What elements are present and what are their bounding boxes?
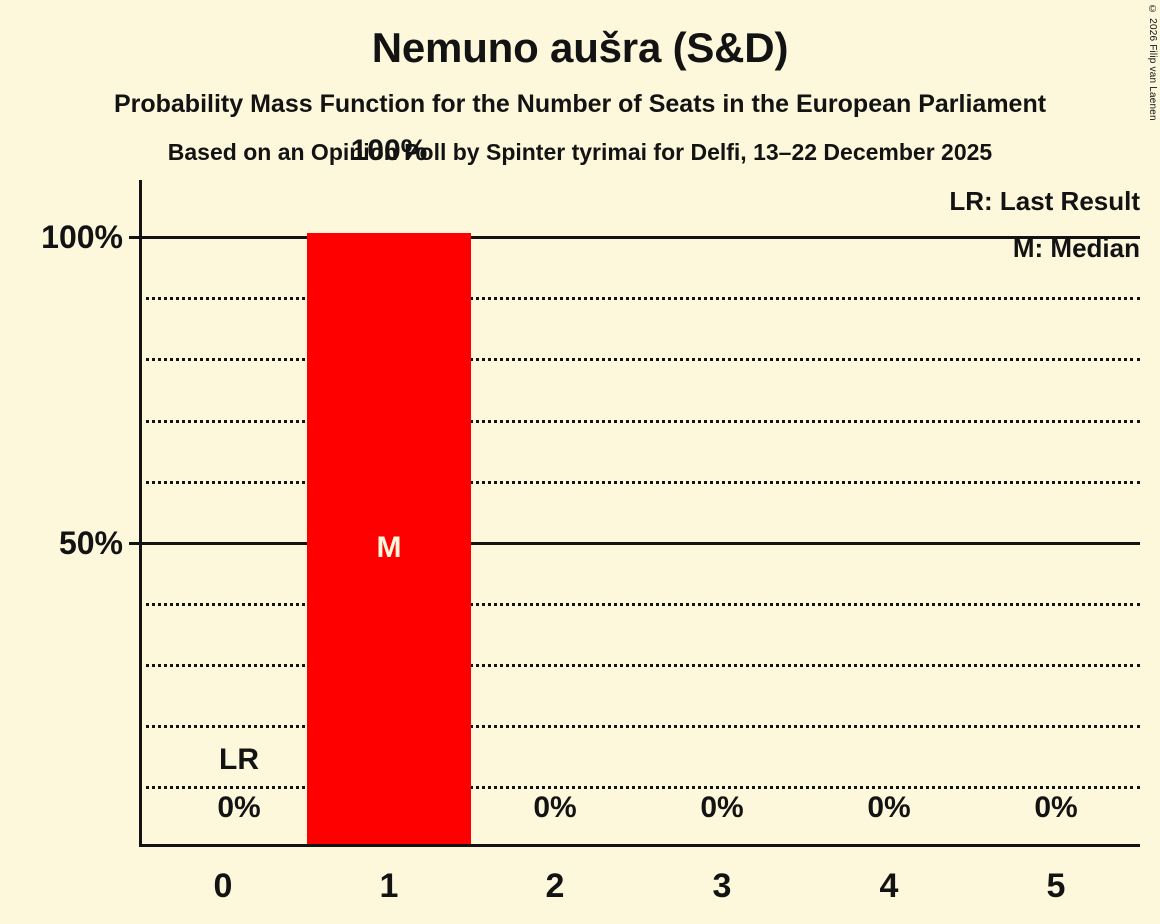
bar-seat-1[interactable]: M [307, 233, 471, 844]
gridline-10 [139, 786, 1140, 789]
gridline-100 [139, 236, 1140, 239]
value-label-seat-0: 0% [217, 791, 261, 824]
x-tick-label-5: 5 [1046, 867, 1066, 905]
value-label-seat-5: 0% [1034, 791, 1078, 824]
gridline-80 [139, 358, 1140, 361]
gridline-20 [139, 725, 1140, 728]
x-tick-label-1: 1 [379, 867, 399, 905]
gridline-90 [139, 297, 1140, 300]
chart-title: Nemuno aušra (S&D) [371, 24, 789, 71]
y-tick-label-100: 100% [41, 219, 123, 255]
x-tick-label-3: 3 [712, 867, 732, 905]
plot-area: M 0% 100% 0% 0% 0% 0% LR [139, 136, 1140, 847]
value-label-seat-2: 0% [533, 791, 577, 824]
chart-subtitle-source: Based on an Opinion Poll by Spinter tyri… [167, 139, 993, 165]
bar-series: M [139, 180, 1140, 844]
x-tick-label-2: 2 [545, 867, 565, 905]
x-axis-line [139, 844, 1140, 847]
x-tick-label-0: 0 [213, 867, 233, 905]
last-result-marker: LR [219, 743, 259, 776]
value-label-seat-1: 100% [350, 134, 428, 167]
gridline-60 [139, 481, 1140, 484]
median-marker: M [376, 531, 402, 564]
y-axis-line [139, 180, 142, 847]
gridline-40 [139, 603, 1140, 606]
y-tick-label-50: 50% [58, 525, 123, 561]
gridline-70 [139, 420, 1140, 423]
x-tick-label-4: 4 [879, 867, 899, 905]
y-tick-mark-50 [129, 542, 139, 545]
value-label-seat-4: 0% [867, 791, 911, 824]
chart-subtitle-primary: Probability Mass Function for the Number… [113, 90, 1047, 118]
gridline-50 [139, 542, 1140, 545]
value-label-seat-3: 0% [700, 791, 744, 824]
copyright-notice: © 2026 Filip van Laenen [1147, 4, 1158, 121]
legend-last-result: LR: Last Result [949, 186, 1140, 216]
y-axis-labels: 100% 50% [0, 180, 139, 847]
y-tick-mark-100 [129, 236, 139, 239]
gridline-30 [139, 664, 1140, 667]
